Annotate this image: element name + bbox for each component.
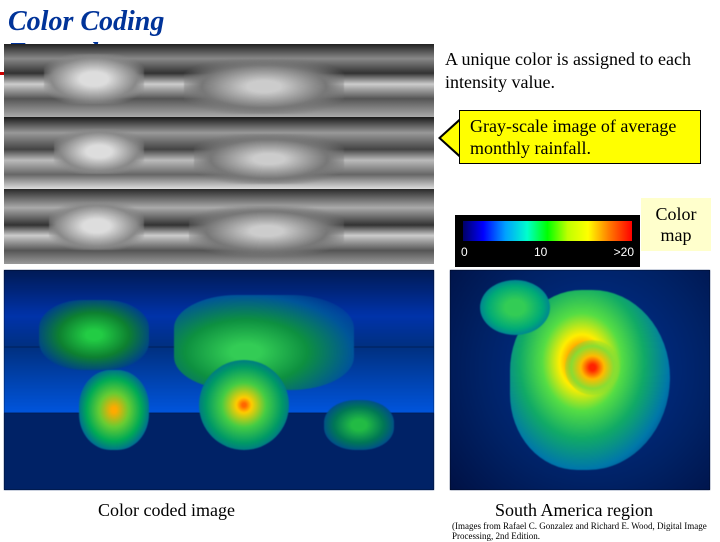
colorbar-tick: >20 <box>614 245 634 259</box>
grayscale-world-map <box>4 44 434 264</box>
colorbar-tick: 10 <box>534 245 547 259</box>
colorbar: 0 10 >20 <box>455 215 640 267</box>
caption-color-coded: Color coded image <box>98 500 235 521</box>
callout-arrow-icon <box>438 118 460 158</box>
caption-south-america: South America region <box>495 500 653 521</box>
south-america-map <box>450 270 710 490</box>
image-credit: (Images from Rafael C. Gonzalez and Rich… <box>452 522 717 542</box>
colormap-label: Color map <box>641 198 711 251</box>
colorbar-tick: 0 <box>461 245 468 259</box>
callout-box: Gray-scale image of average monthly rain… <box>459 110 701 164</box>
colorbar-gradient <box>463 221 632 241</box>
description-text: A unique color is assigned to each inten… <box>445 48 710 93</box>
colorbar-ticks: 0 10 >20 <box>455 245 640 259</box>
color-coded-world-map <box>4 270 434 490</box>
